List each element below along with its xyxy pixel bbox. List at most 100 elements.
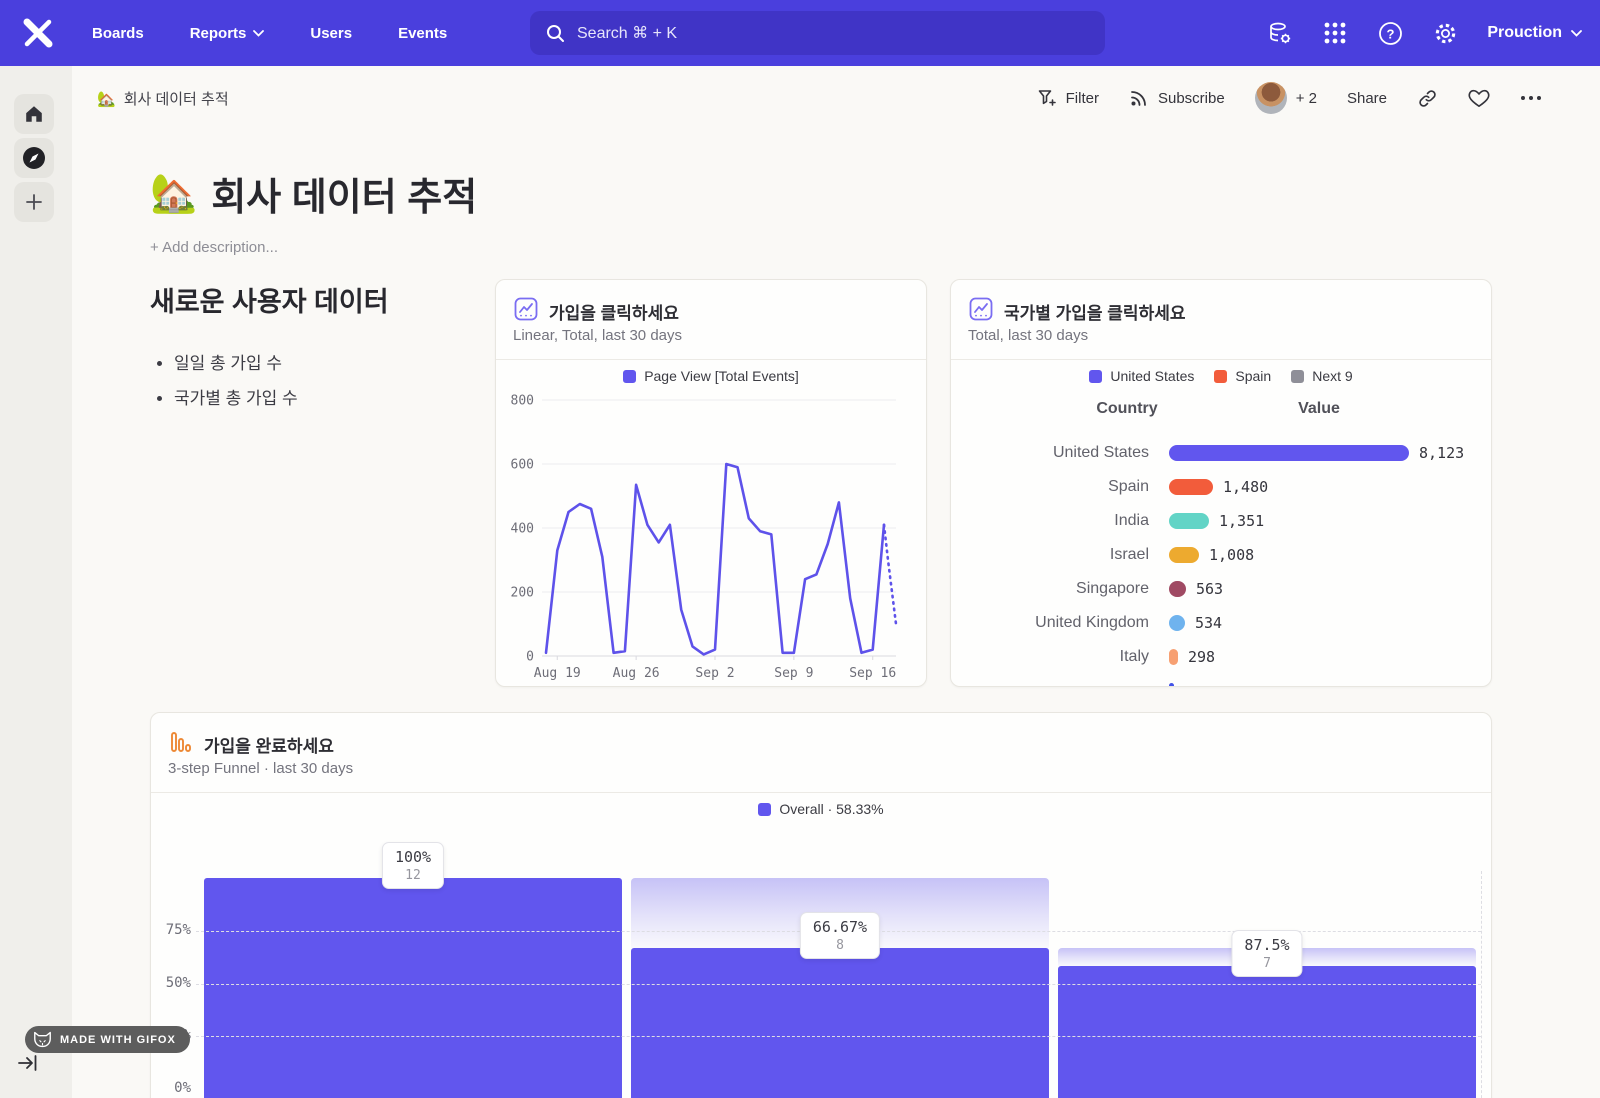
card-subtitle: Linear, Total, last 30 days [513,327,682,344]
card-title[interactable]: 국가별 가입을 클릭하세요 [1004,304,1186,323]
legend-item[interactable]: Spain [1214,368,1271,384]
list-item: 국가별 총 가입 수 [174,384,490,409]
link-icon [1419,89,1436,107]
list-item: 일일 총 가입 수 [174,349,490,374]
country-row[interactable]: United States 8,123 [951,436,1491,470]
country-row[interactable]: United Kingdom 534 [951,606,1491,640]
subscribe-button[interactable]: Subscribe [1129,88,1225,108]
left-sidebar [0,66,72,1098]
search-icon [547,24,564,42]
country-value: 1,351 [1219,512,1265,530]
country-label: Singapore [1076,580,1149,597]
card-title[interactable]: 가입을 완료하세요 [204,737,334,756]
country-bar[interactable] [1169,615,1185,631]
country-row[interactable]: Israel 1,008 [951,538,1491,572]
country-row[interactable]: Italy 298 [951,640,1491,674]
breadcrumb-label: 회사 데이터 추적 [123,91,229,108]
rss-icon [1131,91,1146,106]
funnel-bar[interactable] [631,878,1049,1098]
country-value: 1,480 [1223,478,1269,496]
country-label: India [1114,512,1149,529]
sidebar-discover-button[interactable] [14,138,54,178]
legend-item[interactable]: Page View [Total Events] [623,368,799,384]
ellipsis-icon [1521,96,1541,100]
country-label: Spain [1108,478,1149,495]
legend-swatch [1291,369,1305,383]
funnel-step-label: 87.5% 7 [1231,929,1303,977]
data-settings-icon[interactable] [1267,20,1293,46]
svg-text:200: 200 [511,586,534,601]
gear-icon[interactable] [1432,20,1458,46]
home-icon [26,106,42,122]
breadcrumb[interactable]: 🏡 회사 데이터 추적 [97,88,229,109]
funnel-step-label: 66.67% 8 [799,912,881,960]
sidebar-home-button[interactable] [14,94,54,134]
card-subtitle: 3-step Funnel · last 30 days [168,760,354,777]
badge-label: MADE WITH GIFOX [60,1033,176,1046]
help-icon[interactable]: ? [1377,20,1403,46]
nav-item-events[interactable]: Events [398,24,448,42]
svg-text:Aug 19: Aug 19 [534,666,581,680]
country-row[interactable] [951,674,1491,686]
funnel-bar[interactable] [204,878,622,1098]
legend-item[interactable]: Overall · 58.33% [758,801,884,817]
country-row[interactable]: Singapore 563 [951,572,1491,606]
page-title-text: 회사 데이터 추적 [211,177,478,219]
country-value: 298 [1188,648,1216,666]
country-value: 534 [1195,614,1223,632]
country-row[interactable]: Spain 1,480 [951,470,1491,504]
nav-item-users[interactable]: Users [310,24,353,42]
board-header-row: 🏡 회사 데이터 추적 Filter Subscribe [72,66,1600,128]
board-title-block: 🏡 회사 데이터 추적 + Add description... [150,166,477,257]
card-title[interactable]: 가입을 클릭하세요 [549,304,679,323]
svg-text:400: 400 [511,522,534,537]
more-options-button[interactable] [1520,95,1542,101]
country-bar[interactable] [1169,581,1186,597]
add-description-button[interactable]: + Add description... [150,239,278,256]
share-button[interactable]: Share [1346,89,1387,107]
country-bar[interactable] [1169,513,1209,529]
country-bar[interactable] [1169,649,1178,665]
funnel-step-percent: 100% [394,848,432,866]
collaborators[interactable]: + 2 [1254,82,1317,114]
search-input[interactable]: Search ⌘ + K [530,11,1105,55]
top-nav: Boards Reports Users Events Search ⌘ + K [0,0,1600,66]
page-title[interactable]: 🏡 회사 데이터 추적 [150,166,477,221]
favorite-button[interactable] [1468,88,1490,108]
legend-swatch [1089,369,1103,383]
country-bar[interactable] [1169,547,1199,563]
nav-item-boards[interactable]: Boards [92,24,144,42]
svg-text:Sep 2: Sep 2 [695,666,734,680]
funnel-step-count: 12 [405,868,421,883]
signup-funnel-card: 가입을 완료하세요 3-step Funnel · last 30 days O… [150,712,1492,1098]
svg-text:Sep 9: Sep 9 [774,666,813,680]
project-switcher[interactable]: Prouction [1487,24,1582,42]
country-bar[interactable] [1169,445,1409,461]
legend-item[interactable]: Next 9 [1291,368,1353,384]
mixpanel-logo[interactable] [20,15,56,51]
legend-item[interactable]: United States [1089,368,1194,384]
funnel-step-percent: 66.67% [812,918,868,937]
filter-button[interactable]: Filter [1037,88,1099,108]
sidebar-add-button[interactable] [14,182,54,222]
chart-legend: Overall · 58.33% [151,801,1491,817]
apps-grid-icon[interactable] [1322,20,1348,46]
legend-swatch [758,802,772,816]
country-label: United Kingdom [1035,614,1149,631]
chart-legend: Page View [Total Events] [496,368,926,384]
line-chart-plot: 0 200 400 600 800 Aug 19 Aug 26 Sep 2 Sep 9 Sep 1… [511,394,898,680]
filter-funnel-icon [1038,90,1056,106]
country-row[interactable]: India 1,351 [951,504,1491,538]
funnel-y-tick: 0% [174,1080,191,1096]
country-label: Italy [1119,648,1149,665]
nav-item-reports[interactable]: Reports [190,25,265,42]
gridline [1481,871,1482,1098]
column-header-country: Country [1096,400,1158,417]
country-bar[interactable] [1169,683,1174,686]
funnel-bars-icon [171,732,191,752]
country-bar[interactable] [1169,479,1213,495]
copy-link-button[interactable] [1417,88,1438,109]
sidebar-collapse-toggle[interactable] [18,1054,38,1072]
page-title-emoji: 🏡 [150,172,198,215]
country-label: United States [1052,444,1149,461]
